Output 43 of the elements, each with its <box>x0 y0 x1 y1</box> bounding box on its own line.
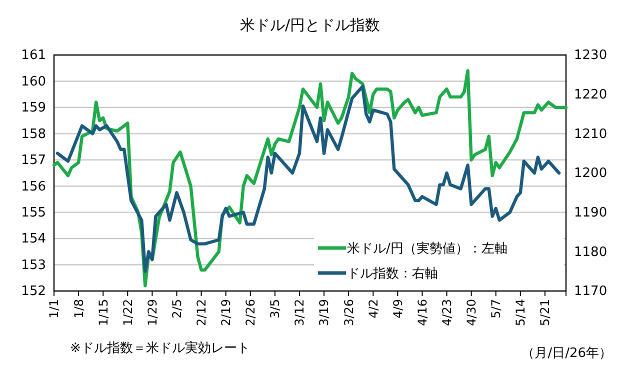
y2-tick-label: 1230 <box>574 48 608 64</box>
y-tick-label: 152 <box>21 284 46 300</box>
text: ※ドル指数＝米ドル実効レート <box>70 340 250 356</box>
x-tick-label: 2/26 <box>244 299 258 326</box>
x-tick-label: 1/15 <box>96 299 110 326</box>
x-tick-label: 4/30 <box>464 299 479 326</box>
x-tick-label: 5/7 <box>489 299 504 318</box>
y2-tick-label: 1220 <box>574 87 608 102</box>
x-tick-label: 1/8 <box>72 299 86 318</box>
x-tick-label: 3/5 <box>268 299 282 318</box>
y-tick-label: 154 <box>21 232 46 247</box>
x-tick-label: 4/23 <box>440 299 454 326</box>
y2-tick-label: 1180 <box>574 244 608 260</box>
y-tick-label: 159 <box>21 100 46 116</box>
legend-label: 米ドル/円（実勢値）：左軸 <box>347 240 508 257</box>
x-tick-label: 4/2 <box>366 299 380 318</box>
x-tick-label: 1/1 <box>47 299 62 318</box>
y-tick-label: 158 <box>21 126 46 142</box>
x-tick-label: 2/19 <box>219 299 234 326</box>
x-tick-label: 4/9 <box>390 299 405 318</box>
y-tick-label: 160 <box>21 74 46 90</box>
y-tick-label: 153 <box>21 258 46 273</box>
legend-label: ドル指数：右軸 <box>347 266 438 282</box>
y-tick-label: 155 <box>21 205 46 220</box>
x-tick-label: 1/29 <box>145 299 160 326</box>
x-tick-label: 3/12 <box>292 299 307 326</box>
y-tick-label: 157 <box>21 153 46 168</box>
x-tick-label: 4/16 <box>415 299 430 326</box>
y2-tick-label: 1170 <box>574 284 608 300</box>
x-axis-title: （月/日/26年） <box>522 346 612 361</box>
x-tick-label: 5/21 <box>538 299 552 326</box>
y2-tick-label: 1190 <box>574 205 608 220</box>
x-tick-label: 3/19 <box>317 299 332 326</box>
x-tick-label: 2/5 <box>170 299 184 318</box>
x-tick-label: 3/26 <box>342 299 356 326</box>
y2-tick-label: 1200 <box>574 166 608 182</box>
chart-title: 米ドル/円とドル指数 <box>240 16 380 34</box>
y-tick-label: 161 <box>21 48 46 64</box>
y-tick-label: 156 <box>21 179 46 194</box>
y2-tick-label: 1210 <box>574 126 608 142</box>
x-tick-label: 2/12 <box>194 299 208 326</box>
x-tick-label: 1/22 <box>120 299 135 326</box>
x-tick-label: 5/14 <box>514 299 528 326</box>
